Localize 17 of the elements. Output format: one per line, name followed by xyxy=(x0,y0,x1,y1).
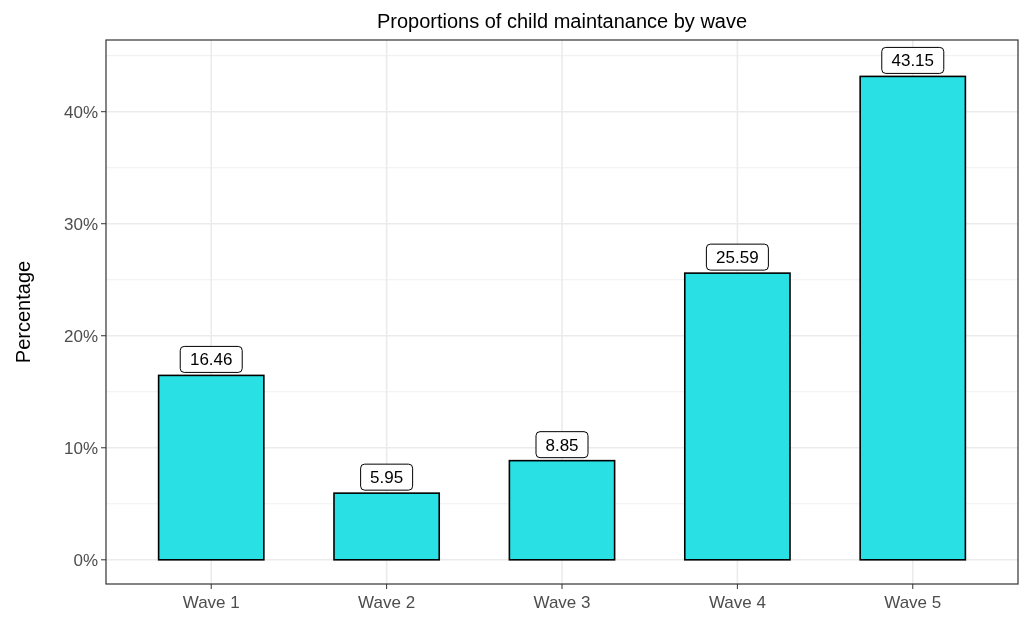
x-tick-label: Wave 3 xyxy=(533,593,591,612)
data-label: 8.85 xyxy=(545,435,579,455)
y-tick-label: 40% xyxy=(63,102,98,122)
data-label: 16.46 xyxy=(189,350,233,370)
chart-title: Proportions of child maintanance by wave xyxy=(376,10,748,32)
data-label: 25.59 xyxy=(716,248,759,268)
data-label: 43.15 xyxy=(891,51,935,71)
y-tick-label: 30% xyxy=(63,214,98,234)
x-tick-label: Wave 1 xyxy=(182,593,240,612)
x-tick-label: Wave 2 xyxy=(358,593,416,612)
y-tick-label: 10% xyxy=(63,438,98,458)
data-label: 5.95 xyxy=(370,468,404,488)
y-axis-title: Percentage xyxy=(12,260,34,364)
y-tick-label: 0% xyxy=(73,550,98,570)
x-tick-label: Wave 4 xyxy=(708,593,766,612)
x-tick-label: Wave 5 xyxy=(884,593,942,612)
y-tick-label: 20% xyxy=(63,326,98,346)
